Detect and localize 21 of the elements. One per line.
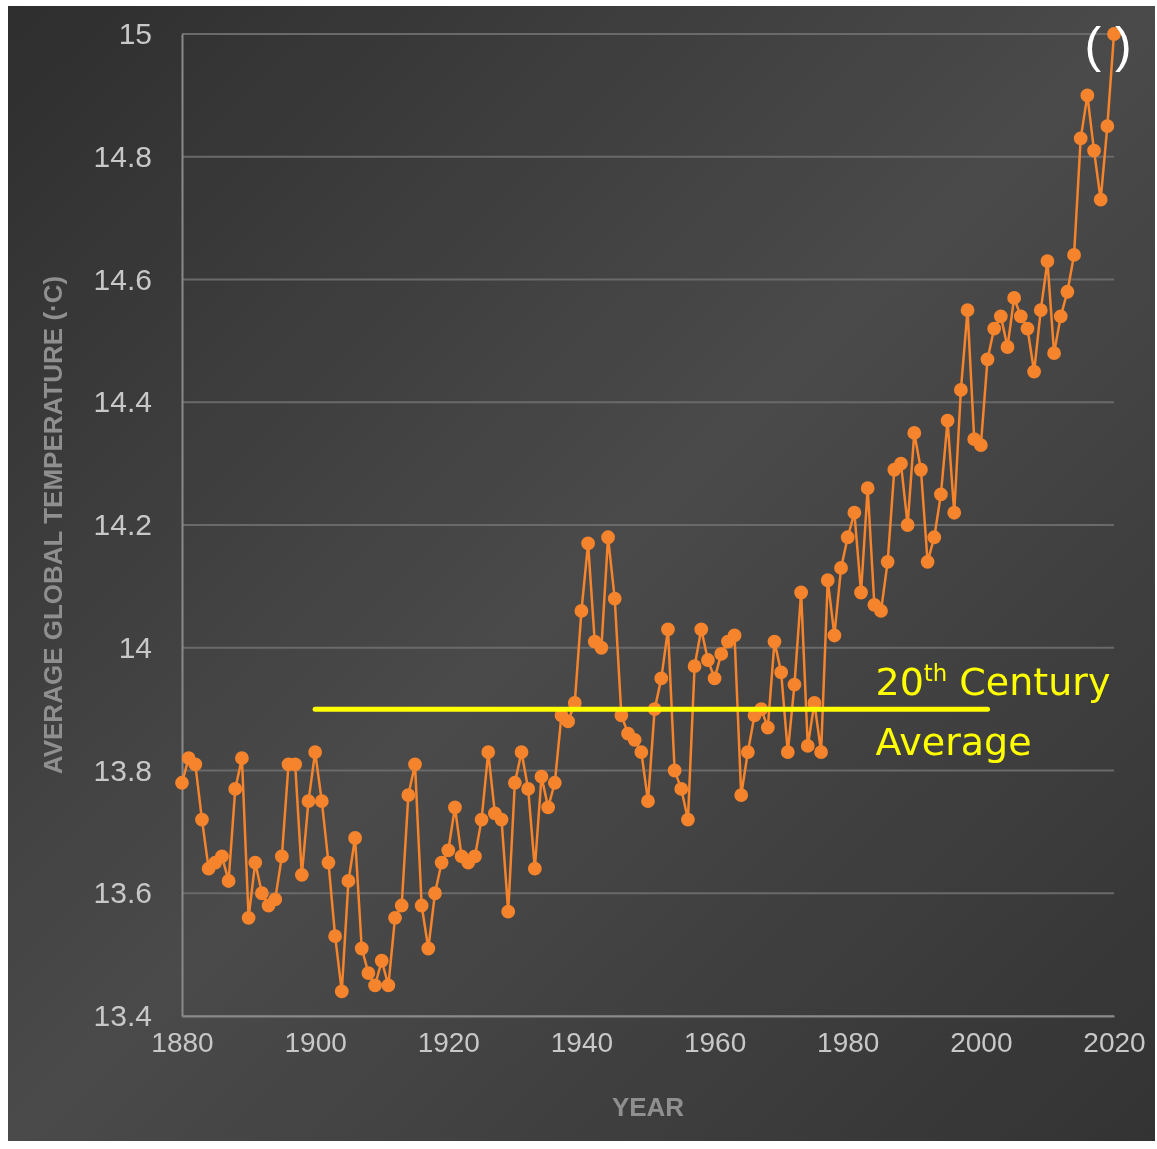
x-tick-label: 1920 [417,1026,480,1058]
y-tick-label: 13.8 [93,753,152,787]
annotation: ( ) [1084,17,1132,73]
x-tick-label: 1960 [683,1026,747,1058]
y-tick-label: 15 [118,17,152,51]
y-axis-title: AVERAGE GLOBAL TEMPERATURE (·C) [38,275,68,775]
y-tick-label: 14.6 [93,262,152,296]
x-tick-label: 2020 [1083,1026,1146,1058]
x-tick-label: 1880 [151,1026,214,1058]
y-tick-label: 14.8 [93,139,152,173]
x-tick-label: 1940 [550,1026,614,1058]
x-tick-label: 2000 [950,1026,1013,1058]
y-tick-label: 14.2 [93,508,152,542]
x-tick-label: 1980 [817,1026,880,1058]
y-tick-label: 14 [118,630,152,664]
x-tick-label: 1900 [284,1026,347,1058]
series-label: 20$^{th}$ Century Average [875,659,1112,767]
y-tick-label: 13.6 [93,876,152,910]
x-axis-title: YEAR [611,1092,685,1122]
y-tick-label: 13.4 [93,999,152,1033]
y-tick-label: 14.4 [93,385,152,419]
